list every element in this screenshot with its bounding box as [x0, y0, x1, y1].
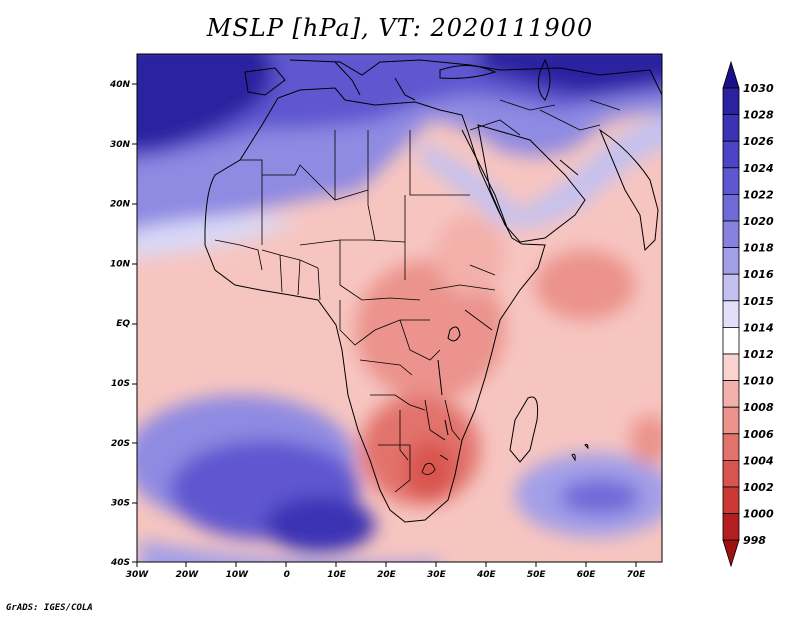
- x-axis-label: 20E: [377, 570, 397, 580]
- colorbar-swatch: [722, 140, 740, 169]
- country-borders: [214, 99, 621, 493]
- y-axis-label: 40S: [110, 558, 130, 568]
- map-title: MSLP [hPa], VT: 2020111900: [206, 14, 594, 42]
- colorbar-min-arrow: [722, 539, 740, 568]
- y-axis-label: 40N: [109, 80, 131, 90]
- colorbar-label: 1030: [743, 82, 774, 95]
- colorbar-swatch: [722, 300, 740, 328]
- colorbar-label: 1010: [743, 375, 774, 388]
- colorbar-label: 1018: [743, 242, 774, 255]
- x-axis-label: 60E: [577, 570, 597, 580]
- colorbar-swatch: [722, 167, 740, 195]
- colorbar-label: 1022: [743, 188, 774, 201]
- colorbar-swatch: [722, 220, 740, 249]
- axis-ticks: [132, 83, 637, 567]
- colorbar-label: 1004: [743, 454, 774, 467]
- y-axis-label: 30N: [110, 140, 131, 150]
- x-axis-label: 50E: [527, 570, 547, 580]
- colorbar-swatch: [722, 114, 740, 142]
- y-axis-label: 10S: [111, 379, 130, 389]
- x-axis-labels: 30W 20W 10W 0 10E 20E 30E 40E 50E 60E 70E: [126, 570, 646, 580]
- colorbar-swatch: [722, 247, 740, 275]
- plot-frame: [136, 53, 663, 563]
- colorbar-swatch: [722, 459, 740, 488]
- x-axis-label: 0: [284, 570, 290, 580]
- y-axis-label: EQ: [116, 319, 130, 329]
- colorbar-label: 1026: [743, 135, 774, 148]
- colorbar-label: 1006: [743, 428, 774, 441]
- x-axis-label: 10W: [226, 570, 250, 580]
- x-axis-label: 70E: [627, 570, 647, 580]
- colorbar-swatch: [722, 87, 740, 116]
- y-axis-label: 10N: [110, 259, 131, 269]
- colorbar-label: 1012: [743, 348, 774, 361]
- x-axis-label: 40E: [476, 570, 497, 580]
- colorbar-swatch: [722, 273, 740, 302]
- colorbar-swatch: [722, 486, 740, 515]
- colorbar-swatch: [722, 326, 740, 355]
- colorbar: 1030 1028 1026 1024 1022 1020 1018 1016 1015 1014…: [722, 60, 774, 568]
- x-axis-label: 20W: [176, 570, 200, 580]
- x-axis-label: 30E: [427, 570, 447, 580]
- y-axis-label: 20S: [111, 439, 130, 449]
- colorbar-label: 1020: [743, 215, 774, 228]
- colorbar-swatch: [722, 513, 740, 541]
- y-axis-labels: 40N 30N 20N 10N EQ 10S 20S 30S 40S: [109, 80, 131, 568]
- colorbar-swatch: [722, 380, 740, 408]
- colorbar-swatch: [722, 433, 740, 461]
- colorbar-max-arrow: [722, 60, 740, 89]
- y-axis-label: 20N: [110, 200, 131, 210]
- x-axis-label: 30W: [126, 570, 150, 580]
- y-axis-label: 30S: [111, 499, 130, 509]
- colorbar-label: 1008: [743, 401, 774, 414]
- colorbar-label: 1015: [743, 295, 774, 308]
- colorbar-swatch: [722, 193, 740, 222]
- pressure-field: [137, 54, 662, 562]
- x-axis-label: 10E: [327, 570, 347, 580]
- coastlines: [204, 58, 662, 523]
- colorbar-label: 1028: [743, 109, 774, 122]
- colorbar-label: 1024: [743, 162, 774, 175]
- colorbar-swatch: [722, 406, 740, 435]
- colorbar-label: 1016: [743, 268, 774, 281]
- colorbar-swatch: [722, 353, 740, 382]
- colorbar-label: 1014: [743, 321, 774, 334]
- colorbar-label: 1002: [743, 481, 774, 494]
- credit-text: GrADS: IGES/COLA: [6, 603, 93, 613]
- colorbar-label: 1000: [743, 508, 774, 521]
- colorbar-label: 998: [743, 534, 766, 547]
